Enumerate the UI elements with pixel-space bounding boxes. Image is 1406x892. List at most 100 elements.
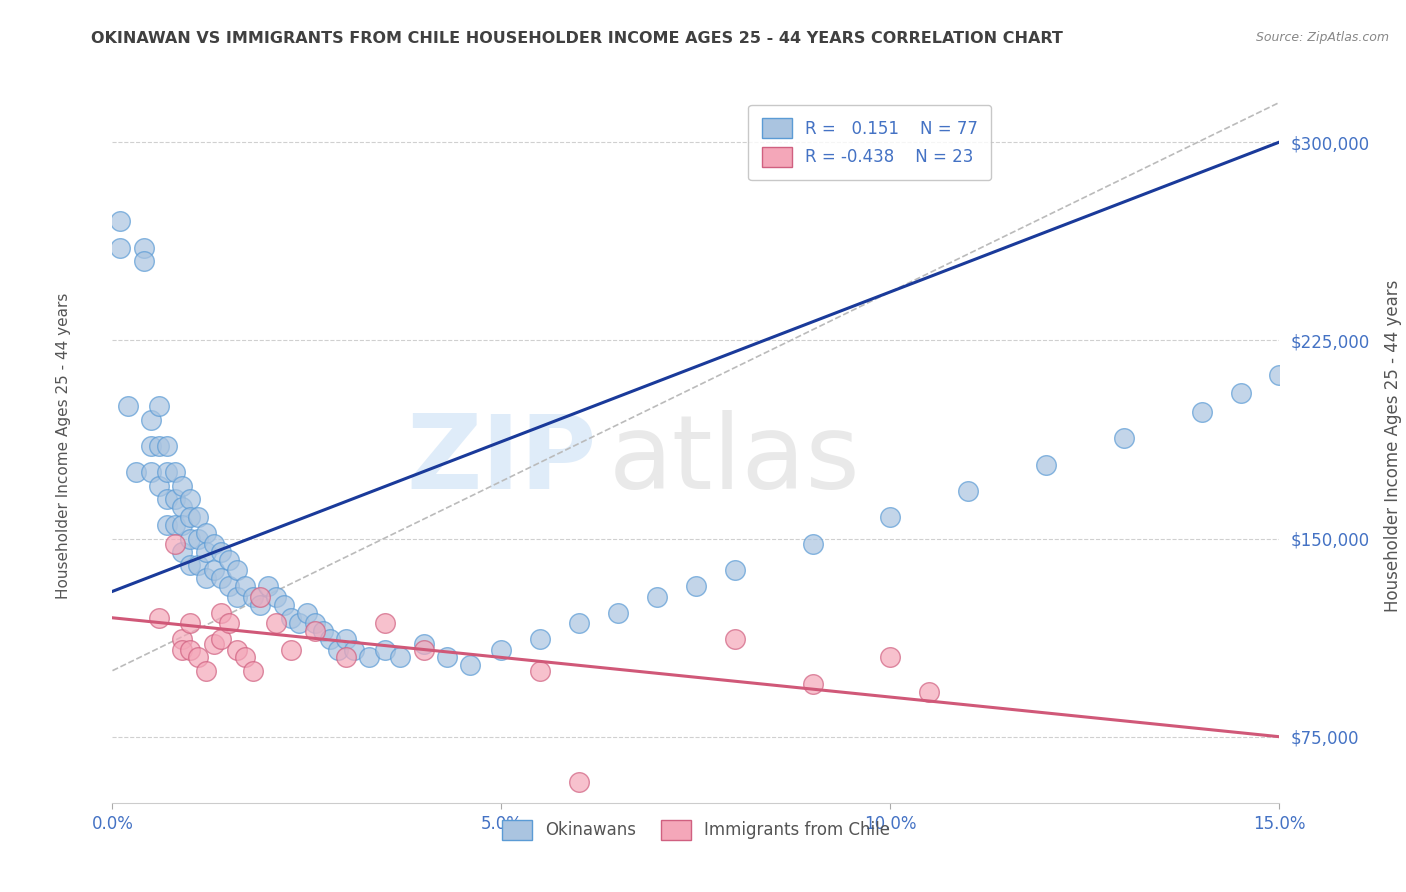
Point bbox=[209, 571, 232, 585]
Point bbox=[179, 510, 201, 524]
Point bbox=[1268, 368, 1291, 382]
Point bbox=[264, 616, 287, 631]
Point bbox=[226, 642, 249, 657]
Point bbox=[202, 637, 225, 651]
Point bbox=[194, 571, 217, 585]
Point bbox=[242, 664, 264, 678]
Point bbox=[879, 510, 901, 524]
Point bbox=[187, 532, 209, 546]
Point bbox=[163, 518, 186, 533]
Point bbox=[412, 642, 434, 657]
Point bbox=[179, 491, 201, 506]
Point bbox=[218, 616, 240, 631]
Point bbox=[311, 624, 333, 638]
Point bbox=[724, 563, 747, 577]
Point bbox=[172, 500, 194, 514]
Point bbox=[249, 598, 271, 612]
Text: OKINAWAN VS IMMIGRANTS FROM CHILE HOUSEHOLDER INCOME AGES 25 - 44 YEARS CORRELAT: OKINAWAN VS IMMIGRANTS FROM CHILE HOUSEH… bbox=[91, 31, 1063, 46]
Point bbox=[187, 558, 209, 572]
Point bbox=[957, 483, 980, 498]
Point bbox=[685, 579, 707, 593]
Point bbox=[163, 491, 186, 506]
Text: ZIP: ZIP bbox=[406, 409, 596, 511]
Point bbox=[187, 650, 209, 665]
Point bbox=[132, 241, 155, 255]
Point bbox=[724, 632, 747, 646]
Point bbox=[141, 412, 163, 426]
Point bbox=[326, 642, 349, 657]
Point bbox=[335, 632, 357, 646]
Point bbox=[172, 545, 194, 559]
Point bbox=[568, 774, 591, 789]
Point bbox=[374, 642, 396, 657]
Point bbox=[257, 579, 280, 593]
Point bbox=[1191, 404, 1213, 418]
Point bbox=[233, 579, 256, 593]
Point bbox=[156, 439, 179, 453]
Point bbox=[242, 590, 264, 604]
Point bbox=[288, 616, 311, 631]
Point bbox=[156, 518, 179, 533]
Point bbox=[607, 606, 630, 620]
Point bbox=[319, 632, 342, 646]
Point bbox=[801, 537, 824, 551]
Point bbox=[218, 552, 240, 566]
Point bbox=[163, 466, 186, 480]
Point bbox=[156, 491, 179, 506]
Point bbox=[645, 590, 668, 604]
Point bbox=[226, 563, 249, 577]
Point bbox=[280, 642, 302, 657]
Point bbox=[389, 650, 412, 665]
Point bbox=[148, 611, 170, 625]
Point bbox=[110, 214, 132, 228]
Point bbox=[172, 478, 194, 492]
Point bbox=[304, 616, 326, 631]
Point bbox=[460, 658, 482, 673]
Point bbox=[172, 632, 194, 646]
Point bbox=[529, 632, 551, 646]
Point bbox=[209, 545, 232, 559]
Point bbox=[110, 241, 132, 255]
Point bbox=[172, 518, 194, 533]
Point bbox=[295, 606, 318, 620]
Point bbox=[148, 439, 170, 453]
Point bbox=[202, 537, 225, 551]
Text: atlas: atlas bbox=[609, 409, 860, 511]
Text: Source: ZipAtlas.com: Source: ZipAtlas.com bbox=[1256, 31, 1389, 45]
Point bbox=[491, 642, 513, 657]
Point bbox=[194, 526, 217, 541]
Point bbox=[179, 532, 201, 546]
Point bbox=[194, 545, 217, 559]
Point bbox=[436, 650, 458, 665]
Legend: Okinawans, Immigrants from Chile: Okinawans, Immigrants from Chile bbox=[489, 808, 903, 852]
Point bbox=[412, 637, 434, 651]
Point bbox=[249, 590, 271, 604]
Point bbox=[194, 664, 217, 678]
Point bbox=[226, 590, 249, 604]
Point bbox=[148, 478, 170, 492]
Point bbox=[172, 642, 194, 657]
Point bbox=[335, 650, 357, 665]
Point bbox=[125, 466, 148, 480]
Point bbox=[280, 611, 302, 625]
Point bbox=[156, 466, 179, 480]
Point bbox=[918, 685, 941, 699]
Point bbox=[1112, 431, 1135, 445]
Point bbox=[179, 642, 201, 657]
Point bbox=[273, 598, 295, 612]
Point bbox=[304, 624, 326, 638]
Point bbox=[202, 563, 225, 577]
Text: Householder Income Ages 25 - 44 years: Householder Income Ages 25 - 44 years bbox=[56, 293, 70, 599]
Point bbox=[568, 616, 591, 631]
Y-axis label: Householder Income Ages 25 - 44 years: Householder Income Ages 25 - 44 years bbox=[1384, 280, 1402, 612]
Point bbox=[264, 590, 287, 604]
Point bbox=[359, 650, 381, 665]
Point bbox=[218, 579, 240, 593]
Point bbox=[148, 400, 170, 414]
Point bbox=[374, 616, 396, 631]
Point bbox=[801, 677, 824, 691]
Point bbox=[141, 466, 163, 480]
Point bbox=[179, 616, 201, 631]
Point bbox=[209, 606, 232, 620]
Point bbox=[529, 664, 551, 678]
